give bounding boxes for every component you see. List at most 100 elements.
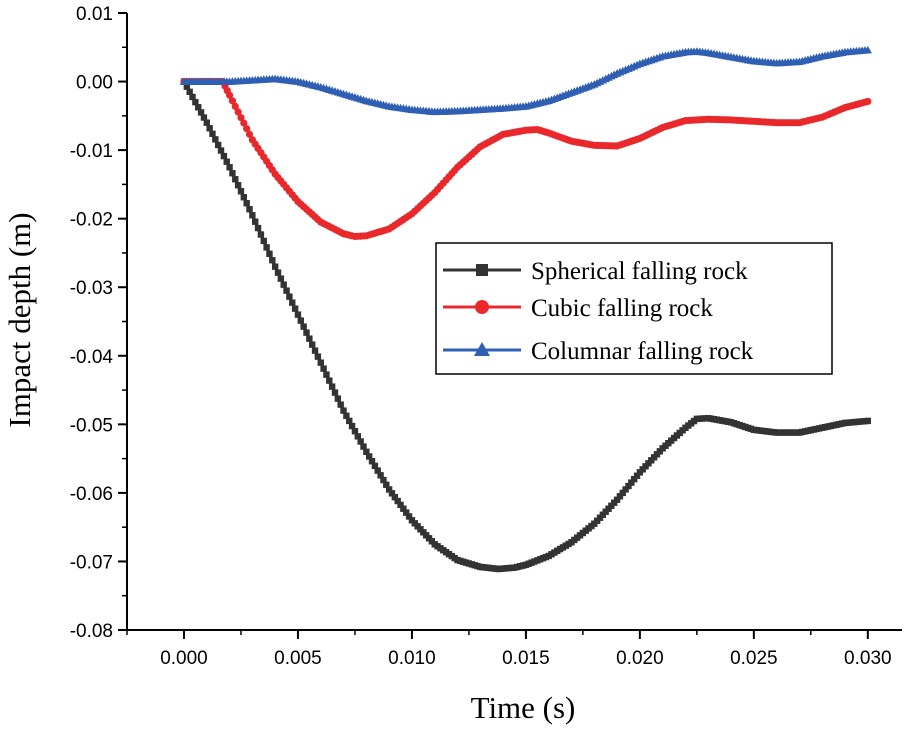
data-point xyxy=(388,490,396,497)
data-point xyxy=(346,417,353,425)
data-point xyxy=(343,412,350,419)
x-axis-title: Time (s) xyxy=(471,690,576,725)
data-point xyxy=(214,141,222,149)
data-point xyxy=(200,114,208,121)
data-point xyxy=(863,45,873,54)
data-point xyxy=(320,365,327,372)
data-point xyxy=(360,443,367,450)
data-point xyxy=(864,417,872,425)
data-point xyxy=(232,176,239,183)
x-tick-label: 0.010 xyxy=(388,648,436,669)
data-point xyxy=(183,83,191,90)
data-point xyxy=(394,497,401,505)
y-tick-label: 0.00 xyxy=(76,73,113,94)
data-point xyxy=(271,263,279,270)
legend-item: Columnar falling rock xyxy=(443,338,754,365)
data-point xyxy=(209,130,216,138)
data-point xyxy=(234,108,242,116)
data-point xyxy=(405,513,413,520)
data-point xyxy=(289,299,296,306)
legend-item: Spherical falling rock xyxy=(443,258,748,285)
data-point xyxy=(371,462,379,470)
data-point xyxy=(206,125,213,132)
legend-label: Cubic falling rock xyxy=(531,295,713,322)
data-point xyxy=(254,224,262,232)
data-point xyxy=(326,377,333,384)
data-point xyxy=(249,212,256,219)
data-point xyxy=(243,125,251,133)
data-point xyxy=(283,287,290,294)
x-tick-label: 0.030 xyxy=(844,648,892,669)
data-point xyxy=(354,433,361,440)
data-point xyxy=(228,97,237,105)
x-tick-label: 0.015 xyxy=(502,648,550,669)
data-point xyxy=(309,341,316,348)
data-point xyxy=(630,475,638,483)
data-point xyxy=(294,311,302,318)
data-point xyxy=(348,422,356,430)
data-point xyxy=(260,237,267,245)
legend-triangle-marker xyxy=(474,342,490,356)
y-ticks: 0.01 0.00 -0.01 -0.02 -0.03 -0.04 -0.05 -0.06 -0… xyxy=(70,4,127,642)
x-ticks: 0.000 0.005 0.010 0.015 0.020 0.025 0.030 xyxy=(126,630,892,669)
data-point xyxy=(323,371,330,378)
data-point xyxy=(383,481,390,488)
x-tick-label: 0.000 xyxy=(160,648,208,669)
data-point xyxy=(633,472,641,479)
data-point xyxy=(257,231,265,238)
data-point xyxy=(400,505,407,512)
data-point xyxy=(277,275,285,282)
data-point xyxy=(619,489,626,497)
data-point xyxy=(203,119,210,126)
data-point xyxy=(189,93,196,101)
y-tick-label: -0.03 xyxy=(70,278,113,299)
data-point xyxy=(291,305,299,312)
data-point xyxy=(231,102,239,111)
data-point xyxy=(186,88,193,96)
data-point xyxy=(397,501,404,509)
data-point xyxy=(240,194,248,201)
data-point xyxy=(391,493,399,501)
data-point xyxy=(306,335,313,342)
data-point xyxy=(363,448,370,455)
x-tick-label: 0.005 xyxy=(274,648,322,669)
data-point xyxy=(252,218,259,225)
data-point xyxy=(237,188,245,195)
data-point xyxy=(613,496,621,503)
y-tick-label: -0.05 xyxy=(70,415,113,436)
legend-item: Cubic falling rock xyxy=(443,295,713,322)
data-point xyxy=(628,479,635,486)
y-tick-label: -0.02 xyxy=(70,210,113,231)
data-point xyxy=(365,453,373,460)
data-point xyxy=(328,383,336,390)
data-point xyxy=(263,244,270,251)
series-spherical-falling-rock xyxy=(180,78,872,573)
y-tick-label: -0.01 xyxy=(70,141,113,162)
data-point xyxy=(340,407,347,414)
axes: 0.000 0.005 0.010 0.015 0.020 0.025 0.030 0.01… xyxy=(70,4,902,669)
data-point xyxy=(337,401,344,408)
data-point xyxy=(625,482,632,490)
data-point xyxy=(217,147,225,154)
data-point xyxy=(351,427,359,435)
data-point xyxy=(269,257,276,264)
data-point xyxy=(311,347,319,354)
data-point xyxy=(380,476,387,484)
y-tick-label: -0.06 xyxy=(70,484,113,505)
data-point xyxy=(622,486,629,493)
data-point xyxy=(403,509,410,516)
y-axis-title: Impact depth (m) xyxy=(2,212,37,427)
y-tick-label: 0.01 xyxy=(76,4,113,25)
data-point xyxy=(266,250,273,258)
data-point xyxy=(300,323,307,330)
series-columnar-falling-rock xyxy=(179,45,873,116)
data-point xyxy=(616,493,624,500)
data-point xyxy=(229,170,236,177)
data-point xyxy=(195,104,202,111)
data-point xyxy=(317,359,324,366)
data-point xyxy=(225,91,234,99)
data-point xyxy=(314,353,322,360)
legend-label: Columnar falling rock xyxy=(531,338,754,365)
data-point xyxy=(368,457,376,465)
